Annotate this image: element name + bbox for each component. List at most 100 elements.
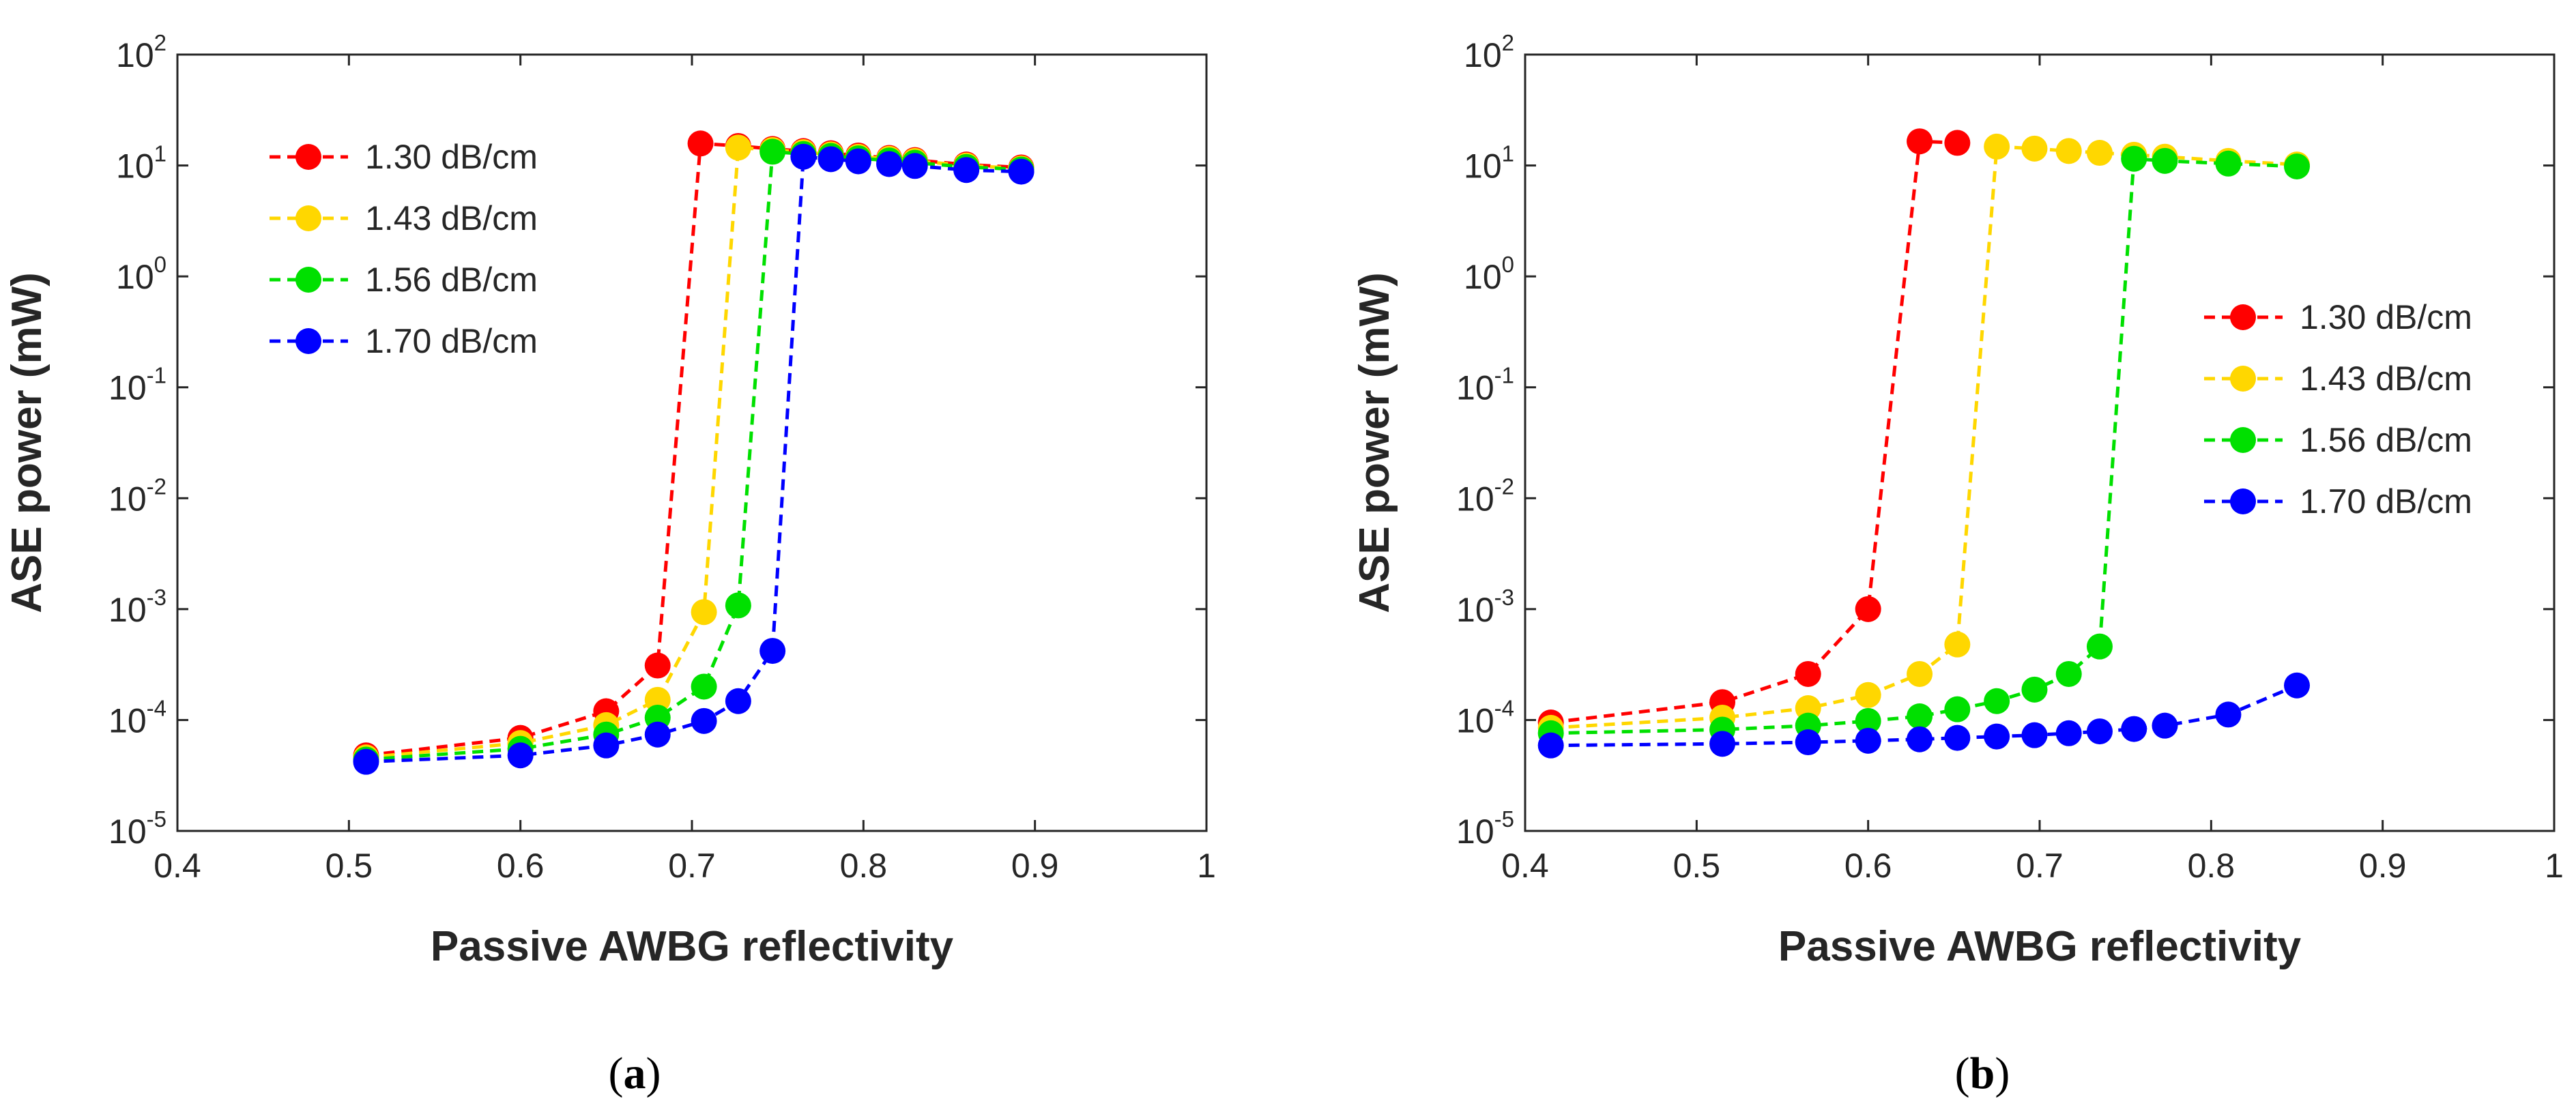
- data-point: [1795, 729, 1821, 756]
- y-tick-exponent: 1: [1502, 141, 1514, 166]
- y-tick-exponent: -1: [1494, 363, 1514, 388]
- legend-marker: [295, 328, 321, 354]
- y-tick-label: 10-2: [1456, 473, 1514, 518]
- y-tick-label: 100: [1464, 252, 1514, 296]
- y-tick-base: 10: [108, 701, 147, 740]
- series-1-43-db-cm: [1537, 133, 2310, 741]
- legend-marker: [2230, 304, 2256, 330]
- data-point: [644, 686, 671, 713]
- x-tick-label: 0.4: [154, 847, 201, 885]
- series-line: [1550, 157, 2298, 735]
- x-tick-label: 0.8: [840, 847, 888, 885]
- panel-label-open-paren: (: [1955, 1049, 1970, 1098]
- data-point: [876, 151, 903, 177]
- data-point: [2055, 138, 2082, 164]
- y-axis-label: ASE power (mW): [1351, 272, 1398, 613]
- data-point: [790, 143, 817, 170]
- x-tick-label: 1: [1197, 847, 1216, 885]
- plot-area-border: [176, 53, 1208, 832]
- data-point: [1944, 725, 1971, 751]
- data-point: [644, 721, 671, 748]
- series-1-56-db-cm: [1537, 145, 2310, 746]
- data-point: [1537, 732, 1564, 759]
- y-tick-base: 10: [1456, 813, 1494, 851]
- data-point: [1907, 703, 1933, 729]
- y-tick-exponent: 2: [154, 30, 167, 55]
- y-tick-base: 10: [1464, 258, 1502, 296]
- data-point: [1008, 158, 1034, 185]
- data-point: [593, 732, 620, 759]
- y-tick-exponent: -4: [147, 695, 167, 720]
- x-axis-label: Passive AWBG reflectivity: [1778, 923, 2302, 970]
- y-tick-label: 10-4: [1456, 695, 1514, 740]
- data-point: [2086, 633, 2113, 660]
- legend-marker: [295, 267, 321, 293]
- data-point: [1944, 631, 1971, 658]
- panel-label: (a): [609, 1049, 661, 1098]
- data-point: [901, 153, 928, 179]
- data-point: [1855, 682, 1881, 708]
- data-point: [1944, 696, 1971, 722]
- y-tick-base: 10: [1464, 147, 1502, 186]
- y-tick-label: 10-1: [1456, 363, 1514, 407]
- series-1-70-db-cm: [353, 143, 1034, 775]
- y-tick-base: 10: [1456, 369, 1494, 407]
- data-point: [725, 592, 751, 619]
- data-point: [759, 138, 786, 165]
- data-point: [2086, 140, 2113, 166]
- x-tick-label: 0.6: [497, 847, 545, 885]
- data-point: [353, 748, 379, 775]
- data-point: [2215, 150, 2242, 177]
- y-tick-base: 10: [116, 147, 154, 186]
- panel-label-letter: a: [624, 1049, 646, 1098]
- legend-label: 1.70 dB/cm: [2300, 482, 2472, 521]
- y-tick-exponent: 1: [154, 141, 167, 166]
- legend-label: 1.70 dB/cm: [365, 322, 538, 360]
- data-point: [953, 157, 980, 184]
- data-point: [1984, 133, 2010, 160]
- data-point: [725, 688, 751, 714]
- legend-marker: [295, 205, 321, 231]
- data-point: [2215, 701, 2242, 728]
- legend-label: 1.56 dB/cm: [365, 261, 538, 299]
- y-axis-label: ASE power (mW): [3, 272, 50, 613]
- data-point: [2021, 676, 2048, 703]
- y-tick-exponent: 2: [1502, 30, 1514, 55]
- series-1-70-db-cm: [1537, 672, 2310, 759]
- y-tick-label: 10-5: [1456, 806, 1514, 851]
- data-point: [1984, 723, 2010, 750]
- legend-marker: [2230, 366, 2256, 392]
- x-tick-label: 0.6: [1844, 847, 1892, 885]
- panel-label-close-paren: ): [646, 1049, 661, 1098]
- data-point: [2055, 660, 2082, 687]
- y-tick-label: 101: [1464, 141, 1514, 186]
- data-point: [2121, 716, 2147, 742]
- legend-label: 1.30 dB/cm: [365, 138, 538, 176]
- x-axis-label: Passive AWBG reflectivity: [431, 923, 954, 970]
- y-tick-label: 10-5: [108, 806, 167, 851]
- legend-marker: [295, 144, 321, 170]
- legend-label: 1.43 dB/cm: [365, 199, 538, 237]
- y-tick-base: 10: [108, 369, 147, 407]
- y-tick-exponent: -4: [1494, 695, 1514, 720]
- x-tick-label: 0.7: [668, 847, 716, 885]
- y-tick-base: 10: [116, 258, 154, 296]
- data-point: [2086, 718, 2113, 745]
- data-point: [2121, 145, 2147, 172]
- series-line: [1550, 139, 1958, 725]
- y-tick-base: 10: [116, 36, 154, 74]
- y-tick-label: 102: [1464, 30, 1514, 74]
- y-tick-label: 10-3: [108, 585, 167, 629]
- data-point: [845, 148, 871, 175]
- legend: 1.30 dB/cm 1.43 dB/cm 1.56 dB/cm 1.70 dB/cm: [2204, 298, 2472, 521]
- panel-label-close-paren: ): [1995, 1049, 2010, 1098]
- data-point: [2284, 672, 2310, 699]
- panel-label-letter: b: [1970, 1049, 1995, 1098]
- data-point: [759, 638, 786, 664]
- y-tick-label: 10-2: [108, 473, 167, 518]
- data-point: [1855, 727, 1881, 754]
- data-point: [725, 134, 751, 161]
- data-point: [691, 599, 717, 626]
- y-tick-base: 10: [108, 480, 147, 518]
